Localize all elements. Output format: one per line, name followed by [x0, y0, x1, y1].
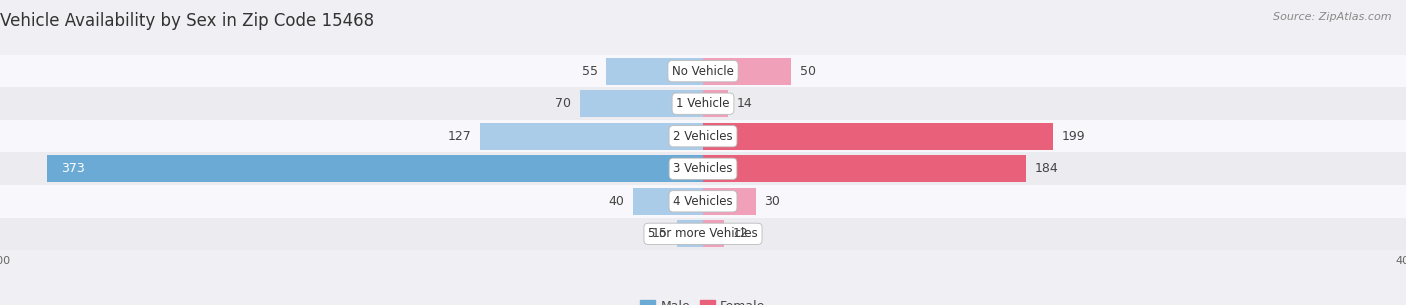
Bar [606, 58, 703, 84]
Text: 70: 70 [555, 97, 571, 110]
Bar [703, 221, 724, 247]
Bar [703, 123, 1053, 149]
Bar [703, 156, 1026, 182]
Text: 3 Vehicles: 3 Vehicles [673, 162, 733, 175]
Bar [581, 90, 703, 117]
Text: 14: 14 [737, 97, 752, 110]
Text: 40: 40 [607, 195, 624, 208]
Text: 373: 373 [62, 162, 86, 175]
Bar [0, 88, 1406, 120]
Bar [48, 156, 703, 182]
Text: 50: 50 [800, 65, 815, 78]
Text: No Vehicle: No Vehicle [672, 65, 734, 78]
Text: 184: 184 [1035, 162, 1059, 175]
Bar [676, 221, 703, 247]
Text: 1 Vehicle: 1 Vehicle [676, 97, 730, 110]
Text: Vehicle Availability by Sex in Zip Code 15468: Vehicle Availability by Sex in Zip Code … [0, 13, 374, 30]
Bar [703, 90, 728, 117]
Text: 30: 30 [765, 195, 780, 208]
Bar [703, 188, 756, 215]
Bar [0, 55, 1406, 88]
Bar [479, 123, 703, 149]
Text: 4 Vehicles: 4 Vehicles [673, 195, 733, 208]
Text: 55: 55 [582, 65, 598, 78]
Text: 127: 127 [447, 130, 471, 143]
Bar [633, 188, 703, 215]
Bar [0, 185, 1406, 217]
Text: 2 Vehicles: 2 Vehicles [673, 130, 733, 143]
Text: 15: 15 [652, 227, 668, 240]
Bar [0, 120, 1406, 152]
Text: 199: 199 [1062, 130, 1085, 143]
Legend: Male, Female: Male, Female [636, 295, 770, 305]
Text: 5 or more Vehicles: 5 or more Vehicles [648, 227, 758, 240]
Bar [0, 152, 1406, 185]
Text: 12: 12 [733, 227, 748, 240]
Bar [703, 58, 790, 84]
Text: Source: ZipAtlas.com: Source: ZipAtlas.com [1274, 12, 1392, 22]
Bar [0, 217, 1406, 250]
